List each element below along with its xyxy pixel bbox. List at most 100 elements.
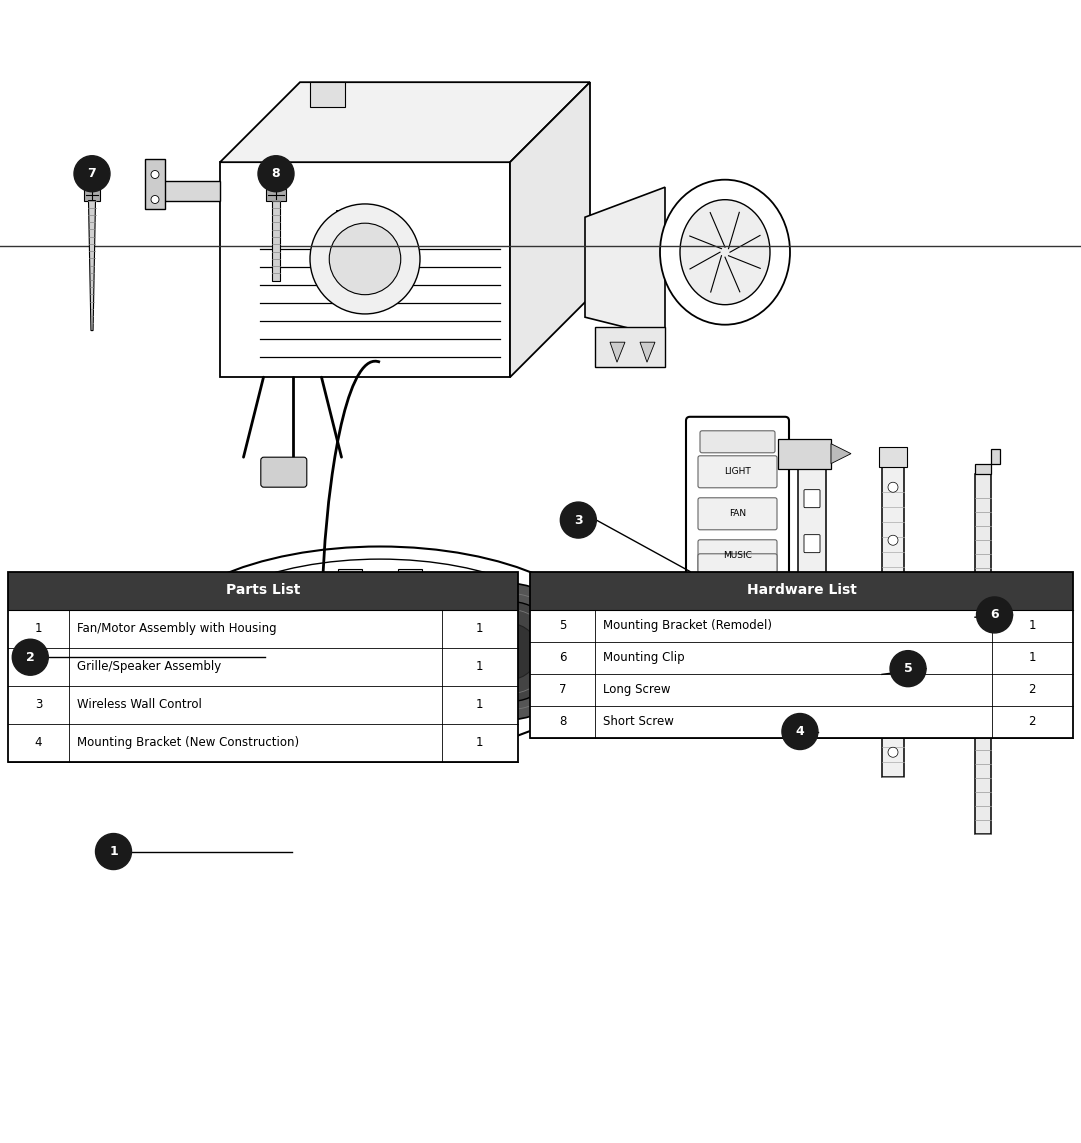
Circle shape <box>360 719 364 724</box>
Circle shape <box>306 692 310 696</box>
Ellipse shape <box>680 200 770 305</box>
Circle shape <box>288 607 293 612</box>
Circle shape <box>323 593 329 598</box>
Circle shape <box>450 719 454 724</box>
Circle shape <box>342 636 347 640</box>
Circle shape <box>782 713 818 750</box>
Circle shape <box>414 607 418 612</box>
Text: o: o <box>720 570 726 580</box>
Circle shape <box>450 692 454 696</box>
Circle shape <box>288 636 293 640</box>
Text: 5: 5 <box>904 662 912 676</box>
Circle shape <box>485 593 491 598</box>
Circle shape <box>521 621 526 626</box>
Circle shape <box>467 649 472 654</box>
Circle shape <box>252 636 256 640</box>
Circle shape <box>377 649 383 654</box>
Circle shape <box>182 584 318 719</box>
Circle shape <box>288 677 293 682</box>
Circle shape <box>306 621 310 626</box>
Circle shape <box>360 663 364 668</box>
Text: Mounting Bracket (New Construction): Mounting Bracket (New Construction) <box>77 736 299 749</box>
Text: 7: 7 <box>88 167 96 181</box>
Circle shape <box>467 677 472 682</box>
FancyBboxPatch shape <box>8 686 518 724</box>
Circle shape <box>521 663 526 668</box>
Circle shape <box>467 705 472 710</box>
Circle shape <box>323 692 329 696</box>
Polygon shape <box>640 342 655 362</box>
Circle shape <box>396 649 400 654</box>
Circle shape <box>467 593 472 598</box>
Circle shape <box>269 607 275 612</box>
Circle shape <box>976 597 1013 633</box>
Circle shape <box>888 641 898 652</box>
Circle shape <box>377 621 383 626</box>
Text: 1: 1 <box>35 622 42 636</box>
Circle shape <box>306 636 310 640</box>
Circle shape <box>521 649 526 654</box>
Circle shape <box>151 170 159 178</box>
Circle shape <box>151 195 159 203</box>
Circle shape <box>377 692 383 696</box>
Circle shape <box>323 663 329 668</box>
Text: Mounting Bracket (Remodel): Mounting Bracket (Remodel) <box>603 620 772 632</box>
Text: 6: 6 <box>559 652 566 664</box>
FancyBboxPatch shape <box>8 647 518 686</box>
FancyBboxPatch shape <box>530 641 1073 673</box>
Circle shape <box>360 692 364 696</box>
FancyBboxPatch shape <box>530 673 1073 705</box>
Circle shape <box>431 593 437 598</box>
Circle shape <box>450 677 454 682</box>
Circle shape <box>342 593 347 598</box>
Circle shape <box>414 649 418 654</box>
Circle shape <box>360 677 364 682</box>
Circle shape <box>360 580 364 584</box>
Circle shape <box>377 580 383 584</box>
Circle shape <box>431 607 437 612</box>
Circle shape <box>396 719 400 724</box>
Circle shape <box>504 692 508 696</box>
Polygon shape <box>975 449 1000 474</box>
Circle shape <box>360 607 364 612</box>
Circle shape <box>342 649 347 654</box>
FancyBboxPatch shape <box>698 539 777 572</box>
Circle shape <box>450 593 454 598</box>
FancyBboxPatch shape <box>261 457 307 487</box>
Circle shape <box>396 705 400 710</box>
FancyBboxPatch shape <box>804 580 820 598</box>
FancyBboxPatch shape <box>879 447 907 467</box>
Text: 1: 1 <box>476 660 483 673</box>
Circle shape <box>414 705 418 710</box>
FancyBboxPatch shape <box>221 162 510 377</box>
Circle shape <box>252 607 256 612</box>
Circle shape <box>252 677 256 682</box>
Circle shape <box>888 535 898 545</box>
Circle shape <box>431 705 437 710</box>
Text: 4: 4 <box>796 725 804 738</box>
Circle shape <box>215 636 221 640</box>
Circle shape <box>342 663 347 668</box>
Text: 7: 7 <box>559 684 566 696</box>
Circle shape <box>888 482 898 493</box>
FancyBboxPatch shape <box>145 160 165 209</box>
Circle shape <box>431 692 437 696</box>
Circle shape <box>461 601 560 702</box>
Circle shape <box>269 593 275 598</box>
Text: Grille/Speaker Assembly: Grille/Speaker Assembly <box>77 660 222 673</box>
Circle shape <box>269 692 275 696</box>
Circle shape <box>342 719 347 724</box>
Text: 3: 3 <box>574 513 583 527</box>
Polygon shape <box>778 439 831 469</box>
Circle shape <box>323 636 329 640</box>
FancyBboxPatch shape <box>336 240 353 253</box>
Circle shape <box>485 621 491 626</box>
FancyBboxPatch shape <box>798 469 826 709</box>
Circle shape <box>233 636 239 640</box>
FancyBboxPatch shape <box>8 572 518 609</box>
FancyBboxPatch shape <box>804 535 820 553</box>
Circle shape <box>233 692 239 696</box>
Circle shape <box>504 636 508 640</box>
FancyBboxPatch shape <box>595 327 665 367</box>
Circle shape <box>485 705 491 710</box>
